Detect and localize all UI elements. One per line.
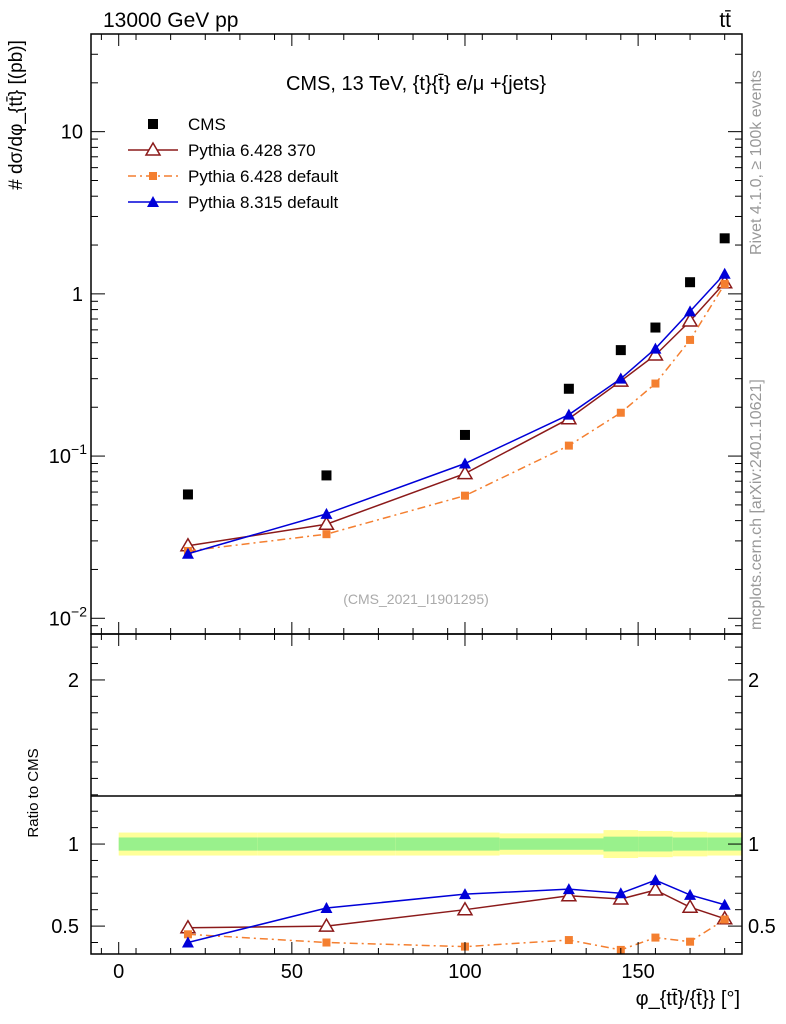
main-y-tick-label: 10−1: [49, 441, 87, 468]
main-data-point: [650, 322, 661, 333]
legend-marker: [149, 172, 157, 180]
x-tick-label: 150: [621, 961, 654, 983]
ratio-data-point: [684, 888, 697, 900]
ratio-data-point: [458, 888, 471, 900]
main-data-point: [458, 457, 471, 469]
main-data-point: [459, 429, 470, 440]
ratio-y-tick-label-right: 0.5: [748, 916, 776, 938]
x-tick-label: 50: [281, 961, 303, 983]
ratio-data-point: [681, 898, 699, 913]
ratio-data-point: [564, 936, 573, 945]
main-data-point: [563, 383, 574, 394]
analysis-watermark: (CMS_2021_I1901295): [343, 591, 489, 607]
legend-marker: [147, 196, 159, 207]
main-data-point: [318, 515, 335, 530]
main-data-point: [182, 489, 193, 500]
ratio-y-tick-label: 2: [68, 670, 79, 692]
main-data-point: [460, 491, 469, 500]
legend: CMS Pythia 6.428 370 Pythia 6.428 default P…: [128, 115, 339, 212]
ratio-stat-uncertainty-band: [603, 836, 639, 852]
ratio-data-point: [322, 938, 331, 947]
main-data-point: [181, 547, 194, 559]
ratio-y-tick-label-right: 2: [748, 670, 759, 692]
main-data-point: [685, 277, 696, 288]
rivet-version-label: Rivet 4.1.0, ≥ 100k events: [748, 70, 765, 255]
ratio-stat-uncertainty-band: [638, 836, 673, 852]
ratio-data-point: [456, 901, 474, 916]
main-data-point: [456, 465, 474, 480]
main-data-point: [686, 335, 695, 344]
main-data-point: [320, 507, 333, 519]
legend-label: Pythia 6.428 default: [188, 167, 339, 186]
ratio-data-point: [649, 874, 662, 886]
main-data-point: [322, 530, 331, 539]
ratio-data-point: [181, 936, 194, 948]
main-series-line: [187, 273, 726, 555]
ratio-y-tick-label-right: 1: [748, 834, 759, 856]
legend-label: CMS: [188, 115, 226, 134]
legend-label: Pythia 6.428 370: [188, 141, 316, 160]
x-tick-label: 0: [113, 961, 124, 983]
main-y-tick-label: 10−2: [49, 603, 87, 630]
main-data-point: [719, 233, 730, 244]
main-series-line: [187, 283, 726, 552]
ratio-data-point: [651, 933, 660, 942]
ratio-data-point: [560, 887, 578, 902]
main-data-point: [681, 312, 699, 327]
ratio-series-line: [187, 879, 725, 944]
main-panel: CMS, 13 TeV, {t}{t̄} e/μ +{jets} (CMS_20…: [6, 33, 743, 635]
main-data-point: [720, 280, 729, 289]
ratio-stat-uncertainty-band: [395, 837, 500, 851]
ratio-series-line: [187, 918, 726, 951]
main-series-line: [187, 282, 726, 547]
header-energy-label: 13000 GeV pp: [103, 9, 238, 32]
ratio-series-line: [187, 889, 725, 929]
ratio-data-point: [718, 898, 731, 910]
ratio-stat-uncertainty-band: [499, 838, 604, 850]
x-tick-label: 100: [448, 961, 481, 983]
main-data-point: [615, 345, 626, 356]
ratio-data-point: [614, 887, 627, 899]
main-data-point: [647, 346, 664, 361]
main-data-point: [616, 408, 625, 417]
main-data-point: [614, 372, 627, 384]
header-process-label: tt̄: [719, 9, 731, 32]
legend-marker: [144, 141, 162, 156]
mcplots-url-label: mcplots.cern.ch [arXiv:2401.10621]: [748, 379, 765, 630]
ratio-data-point: [647, 881, 664, 896]
main-data-point: [321, 470, 332, 481]
ratio-data-point: [183, 930, 192, 939]
ratio-stat-uncertainty-band: [707, 837, 742, 851]
plot-title: CMS, 13 TeV, {t}{t̄} e/μ +{jets}: [286, 73, 546, 95]
main-data-point: [651, 379, 660, 388]
ratio-data-point: [318, 917, 335, 932]
ratio-data-point: [562, 883, 575, 895]
main-y-tick-label: 1: [72, 284, 83, 306]
main-data-point: [649, 342, 662, 354]
ratio-y-axis-label: Ratio to CMS: [25, 748, 42, 837]
main-data-point: [564, 441, 573, 450]
ratio-data-point: [720, 915, 729, 924]
ratio-stat-uncertainty-band: [118, 837, 258, 851]
main-data-point: [718, 267, 731, 279]
ratio-frame: [90, 633, 743, 955]
ratio-y-tick-label: 0.5: [51, 916, 79, 938]
ratio-panel: 0 50 100 150 0.5 0.5 1 1 2 2 Ratio to CMS φ_{tt̄}…: [25, 633, 776, 1010]
main-data-point: [562, 408, 575, 420]
main-y-axis-label: # dσ/dφ_{tt̄} [(pb)]: [6, 40, 27, 190]
main-y-tick-label: 10: [61, 122, 83, 144]
ratio-data-point: [686, 937, 695, 946]
ratio-stat-uncertainty-band: [672, 837, 708, 851]
ratio-stat-uncertainty-band: [257, 837, 396, 851]
legend-label: Pythia 8.315 default: [188, 193, 339, 212]
x-axis-label: φ_{tt̄}/{t̄}} [°]: [636, 988, 740, 1010]
ratio-data-point: [320, 902, 333, 914]
main-data-point: [684, 305, 697, 317]
legend-marker: [148, 119, 158, 129]
ratio-y-tick-label: 1: [68, 834, 79, 856]
